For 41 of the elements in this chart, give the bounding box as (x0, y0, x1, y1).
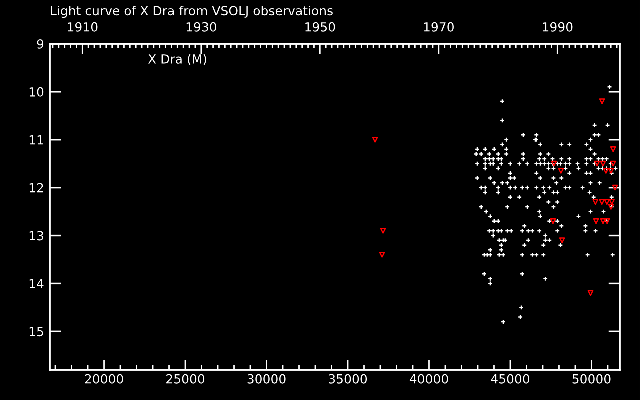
x2-tick-label: 1990 (543, 22, 573, 32)
x-tick-label: 45000 (491, 374, 530, 384)
x-tick-label: 35000 (329, 374, 368, 384)
point (559, 238, 566, 244)
y-tick-label: 10 (30, 87, 44, 97)
x-tick-label: 25000 (166, 374, 205, 384)
x2-tick-label: 1970 (424, 22, 454, 32)
y-tick-label: 13 (30, 231, 44, 241)
x-tick-label: 20000 (85, 374, 124, 384)
y-tick-label: 12 (30, 183, 44, 193)
point (380, 228, 386, 234)
point (604, 199, 610, 206)
y-tick-label: 15 (30, 327, 44, 337)
point (599, 199, 606, 206)
y-tick-label: 9 (37, 39, 44, 49)
point (379, 252, 386, 258)
point (610, 160, 616, 167)
chart-title: Light curve of X Dra from VSOLJ observations (51, 6, 333, 18)
point (588, 290, 594, 296)
point (593, 218, 600, 224)
point (599, 98, 606, 104)
x-tick-label: 30000 (248, 374, 286, 384)
x-tick-label: 40000 (410, 374, 448, 384)
annotation: X Dra (M) (148, 54, 206, 66)
point (550, 218, 556, 224)
y-tick-label: 14 (30, 279, 44, 288)
point (600, 160, 606, 167)
x2-tick-label: 1950 (306, 22, 336, 32)
point (592, 199, 599, 206)
point (610, 146, 616, 152)
point (603, 168, 610, 174)
point (594, 160, 600, 167)
y-tick-label: 11 (30, 136, 44, 145)
x2-tick-label: 1910 (68, 22, 98, 32)
x2-tick-label: 1930 (186, 22, 216, 32)
point (612, 184, 618, 191)
point (609, 199, 615, 206)
point (558, 168, 564, 174)
point (608, 168, 614, 174)
x-tick-label: 50000 (572, 374, 611, 384)
point (372, 136, 378, 143)
